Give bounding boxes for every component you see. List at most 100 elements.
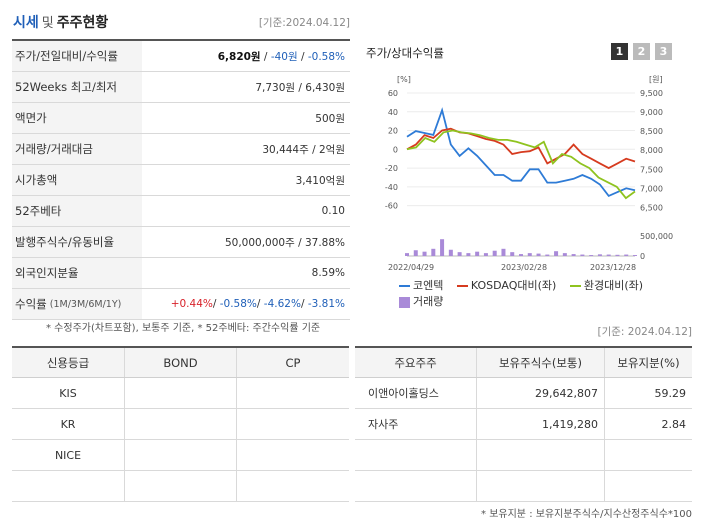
chart-tabs: 1 2 3 — [611, 43, 672, 60]
stats-label: 외국인지분율 — [12, 258, 142, 288]
table-cell — [125, 409, 237, 439]
volume-bar — [448, 249, 453, 256]
return-6m: -4.62% — [263, 298, 301, 310]
table-header-row: 신용등급 BOND CP — [12, 348, 349, 378]
stats-value: 6,820원 / -40원 / -0.58% — [142, 49, 350, 64]
separator: / — [297, 50, 308, 63]
stats-label: 시가총액 — [12, 165, 142, 195]
volume-bar — [422, 251, 427, 256]
table-cell: KIS — [12, 378, 125, 408]
column-header: 주요주주 — [355, 348, 477, 377]
return-3m: -0.58% — [219, 298, 257, 310]
price-change: -40원 — [270, 50, 298, 63]
legend-item-kosdaq: KOSDAQ대비(좌) — [456, 278, 556, 294]
stats-value: 3,410억원 — [295, 174, 345, 187]
table-row: NICE — [12, 440, 349, 471]
volume-bar — [615, 254, 620, 256]
table-cell: 1,419,280 — [477, 409, 605, 439]
table-cell: KR — [12, 409, 125, 439]
series-line-env — [406, 129, 636, 200]
stats-row-returns: 수익률 (1M/3M/6M/1Y) +0.44%/ -0.58%/ -4.62%/… — [12, 289, 350, 320]
table-cell — [237, 471, 349, 501]
volume-bar — [580, 254, 585, 256]
volume-bar — [475, 251, 480, 256]
credit-rating-table: 신용등급 BOND CP KIS KR NICE — [12, 346, 349, 502]
separator: / — [212, 298, 220, 310]
legend-line-icon — [569, 285, 581, 287]
volume-bar — [527, 253, 532, 256]
left-tick-label: 20 — [388, 127, 398, 136]
volume-bar — [483, 253, 488, 256]
stats-row-beta: 52주베타 0.10 — [12, 196, 350, 227]
x-tick-label: 2023/02/28 — [501, 263, 547, 272]
title-part-3: 주주현황 — [56, 15, 109, 31]
left-tick-label: -20 — [385, 164, 398, 173]
separator: / — [256, 298, 264, 310]
table-cell: 29,642,807 — [477, 378, 605, 408]
table-cell: NICE — [12, 440, 125, 470]
left-axis-unit: [%] — [397, 75, 411, 84]
price-relative-return-chart: [%] [원] 60 40 20 0 -20 -40 -60 9,500 9,000 8,500 8,0… — [385, 75, 673, 272]
volume-bar — [440, 239, 445, 256]
x-tick-label: 2022/04/29 — [388, 263, 434, 272]
x-tick-label: 2023/12/28 — [590, 263, 636, 272]
legend-box-icon — [399, 296, 410, 308]
current-price: 6,820원 — [217, 50, 261, 63]
series-line-kosdaq — [406, 127, 636, 170]
volume-bar — [597, 254, 602, 256]
chart-legend: 코엔텍 KOSDAQ대비(좌) 환경대비(좌) 거래량 — [399, 276, 699, 313]
legend-line-icon — [456, 285, 468, 287]
right-axis-unit: [원] — [649, 75, 663, 84]
table-cell — [125, 471, 237, 501]
table-row: 자사주 1,419,280 2.84 — [355, 409, 692, 440]
volume-bar — [545, 254, 550, 256]
table-row — [12, 471, 349, 502]
right-tick-label: 7,000 — [640, 184, 663, 193]
legend-label: 거래량 — [413, 295, 444, 308]
right-tick-label: 9,000 — [640, 108, 663, 117]
right-tick-label: 6,500 — [640, 203, 663, 212]
column-header: 신용등급 — [12, 348, 125, 377]
column-header: 보유주식수(보통) — [477, 348, 605, 377]
reference-date-2: [기준: 2024.04.12] — [597, 326, 692, 338]
volume-bar — [606, 254, 611, 256]
legend-line-icon — [399, 285, 410, 287]
volume-bar — [589, 255, 594, 256]
stats-value: 0.10 — [321, 205, 345, 217]
table-cell — [125, 440, 237, 470]
chart-tab-2[interactable]: 2 — [633, 43, 650, 60]
stats-label: 주가/전일대비/수익률 — [12, 41, 142, 71]
volume-bar — [457, 252, 462, 256]
returns-label: 수익률 — [15, 297, 47, 311]
separator: / — [300, 298, 308, 310]
section-header: 시세 및 주주현황 [기준:2024.04.12] — [0, 0, 350, 34]
table-cell: 이앤아이홀딩스 — [355, 378, 477, 408]
table-row — [355, 440, 692, 471]
table-cell: 59.29 — [654, 386, 687, 400]
title-part-1: 시세 — [13, 15, 39, 31]
chart-tab-3[interactable]: 3 — [655, 43, 672, 60]
stats-row-shares: 발행주식수/유동비율 50,000,000주 / 37.88% — [12, 227, 350, 258]
separator: / — [260, 50, 271, 63]
stats-row-52weeks: 52Weeks 최고/최저 7,730원 / 6,430원 — [12, 72, 350, 103]
table-cell — [605, 471, 692, 501]
left-tick-label: 40 — [388, 108, 398, 117]
right-tick-label: 8,500 — [640, 127, 663, 136]
table-row: KR — [12, 409, 349, 440]
table-cell: 2.84 — [661, 417, 687, 431]
stats-label: 액면가 — [12, 103, 142, 133]
price-stats-table: 주가/전일대비/수익률 6,820원 / -40원 / -0.58% 52Wee… — [12, 39, 350, 320]
right-tick-label: 7,500 — [640, 165, 663, 174]
table-row: 이앤아이홀딩스 29,642,807 59.29 — [355, 378, 692, 409]
title-part-2: 및 — [41, 16, 54, 31]
legend-item-stock: 코엔텍 — [399, 278, 443, 294]
volume-bar — [624, 254, 629, 256]
chart-tab-1[interactable]: 1 — [611, 43, 628, 60]
stats-label: 거래량/거래대금 — [12, 134, 142, 164]
table-row: KIS — [12, 378, 349, 409]
right-tick-label: 9,500 — [640, 89, 663, 98]
legend-label: 환경대비(좌) — [583, 279, 644, 292]
volume-bar — [519, 254, 523, 256]
table-cell — [477, 440, 605, 470]
table-cell — [12, 471, 125, 501]
